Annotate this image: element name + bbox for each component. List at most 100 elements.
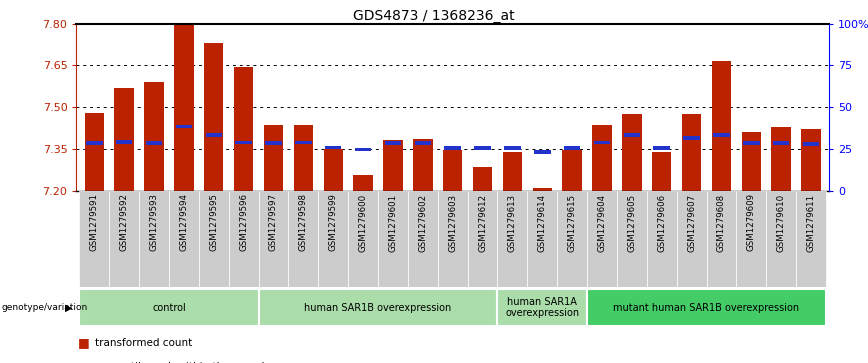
- Bar: [295, 140, 312, 144]
- Bar: [743, 141, 760, 144]
- Text: genotype/variation: genotype/variation: [2, 303, 88, 312]
- FancyBboxPatch shape: [707, 191, 736, 287]
- FancyBboxPatch shape: [497, 289, 587, 326]
- Bar: [801, 129, 821, 191]
- FancyBboxPatch shape: [796, 191, 826, 287]
- Bar: [654, 146, 670, 150]
- Text: control: control: [152, 303, 186, 313]
- Text: GSM1279604: GSM1279604: [597, 193, 607, 252]
- Text: human SAR1B overexpression: human SAR1B overexpression: [305, 303, 451, 313]
- FancyBboxPatch shape: [348, 191, 378, 287]
- Text: GSM1279609: GSM1279609: [746, 193, 756, 252]
- Bar: [355, 148, 372, 151]
- Text: GSM1279614: GSM1279614: [538, 193, 547, 252]
- FancyBboxPatch shape: [319, 191, 348, 287]
- Bar: [504, 146, 521, 150]
- FancyBboxPatch shape: [497, 191, 528, 287]
- Bar: [293, 125, 313, 191]
- Bar: [564, 146, 581, 150]
- FancyBboxPatch shape: [736, 191, 766, 287]
- Bar: [713, 133, 730, 137]
- FancyBboxPatch shape: [259, 191, 288, 287]
- Bar: [803, 142, 819, 146]
- Text: GSM1279596: GSM1279596: [239, 193, 248, 252]
- Bar: [741, 132, 761, 191]
- Bar: [622, 114, 641, 191]
- Bar: [773, 141, 789, 144]
- FancyBboxPatch shape: [528, 191, 557, 287]
- Bar: [84, 113, 104, 191]
- Text: GSM1279608: GSM1279608: [717, 193, 726, 252]
- FancyBboxPatch shape: [259, 289, 497, 326]
- Bar: [174, 24, 194, 191]
- Text: transformed count: transformed count: [95, 338, 193, 348]
- FancyBboxPatch shape: [647, 191, 677, 287]
- FancyBboxPatch shape: [79, 289, 259, 326]
- Bar: [116, 140, 133, 144]
- Text: GSM1279592: GSM1279592: [120, 193, 128, 252]
- Bar: [562, 150, 582, 191]
- Text: GDS4873 / 1368236_at: GDS4873 / 1368236_at: [353, 9, 515, 23]
- Text: GSM1279612: GSM1279612: [478, 193, 487, 252]
- Text: GSM1279613: GSM1279613: [508, 193, 516, 252]
- Text: GSM1279606: GSM1279606: [657, 193, 667, 252]
- Bar: [233, 67, 253, 191]
- Bar: [473, 167, 492, 191]
- FancyBboxPatch shape: [139, 191, 169, 287]
- Bar: [503, 152, 522, 191]
- FancyBboxPatch shape: [617, 191, 647, 287]
- Bar: [443, 150, 463, 191]
- FancyBboxPatch shape: [408, 191, 437, 287]
- Text: GSM1279594: GSM1279594: [180, 193, 188, 252]
- Text: GSM1279600: GSM1279600: [358, 193, 367, 252]
- Bar: [324, 149, 343, 191]
- Text: GSM1279611: GSM1279611: [806, 193, 816, 252]
- Text: GSM1279601: GSM1279601: [389, 193, 398, 252]
- FancyBboxPatch shape: [378, 191, 408, 287]
- FancyBboxPatch shape: [169, 191, 199, 287]
- FancyBboxPatch shape: [587, 289, 826, 326]
- Text: GSM1279597: GSM1279597: [269, 193, 278, 252]
- Bar: [413, 139, 432, 191]
- FancyBboxPatch shape: [677, 191, 707, 287]
- FancyBboxPatch shape: [109, 191, 139, 287]
- FancyBboxPatch shape: [79, 191, 109, 287]
- Bar: [415, 142, 431, 145]
- Bar: [682, 114, 701, 191]
- Text: GSM1279615: GSM1279615: [568, 193, 576, 252]
- Bar: [533, 188, 552, 191]
- Bar: [235, 140, 252, 144]
- Text: GSM1279610: GSM1279610: [777, 193, 786, 252]
- Bar: [444, 146, 461, 150]
- Text: GSM1279603: GSM1279603: [448, 193, 457, 252]
- Bar: [264, 125, 283, 191]
- Text: mutant human SAR1B overexpression: mutant human SAR1B overexpression: [614, 303, 799, 313]
- Text: GSM1279593: GSM1279593: [149, 193, 159, 252]
- Bar: [146, 141, 162, 144]
- Text: GSM1279598: GSM1279598: [299, 193, 308, 252]
- Text: GSM1279591: GSM1279591: [89, 193, 99, 252]
- Bar: [594, 140, 610, 144]
- Text: ■: ■: [78, 360, 90, 363]
- FancyBboxPatch shape: [288, 191, 319, 287]
- Bar: [325, 146, 341, 149]
- Text: GSM1279602: GSM1279602: [418, 193, 427, 252]
- Text: ■: ■: [78, 337, 90, 350]
- FancyBboxPatch shape: [766, 191, 796, 287]
- Bar: [86, 142, 102, 145]
- FancyBboxPatch shape: [228, 191, 259, 287]
- Bar: [115, 87, 134, 191]
- Text: percentile rank within the sample: percentile rank within the sample: [95, 362, 272, 363]
- Bar: [385, 141, 401, 144]
- FancyBboxPatch shape: [557, 191, 587, 287]
- Bar: [384, 140, 403, 191]
- Bar: [772, 127, 791, 191]
- Text: GSM1279599: GSM1279599: [329, 193, 338, 251]
- FancyBboxPatch shape: [468, 191, 497, 287]
- Bar: [712, 61, 731, 191]
- Bar: [623, 133, 640, 137]
- Text: ▶: ▶: [64, 303, 72, 313]
- Bar: [144, 82, 164, 191]
- Bar: [204, 43, 223, 191]
- Bar: [652, 152, 672, 191]
